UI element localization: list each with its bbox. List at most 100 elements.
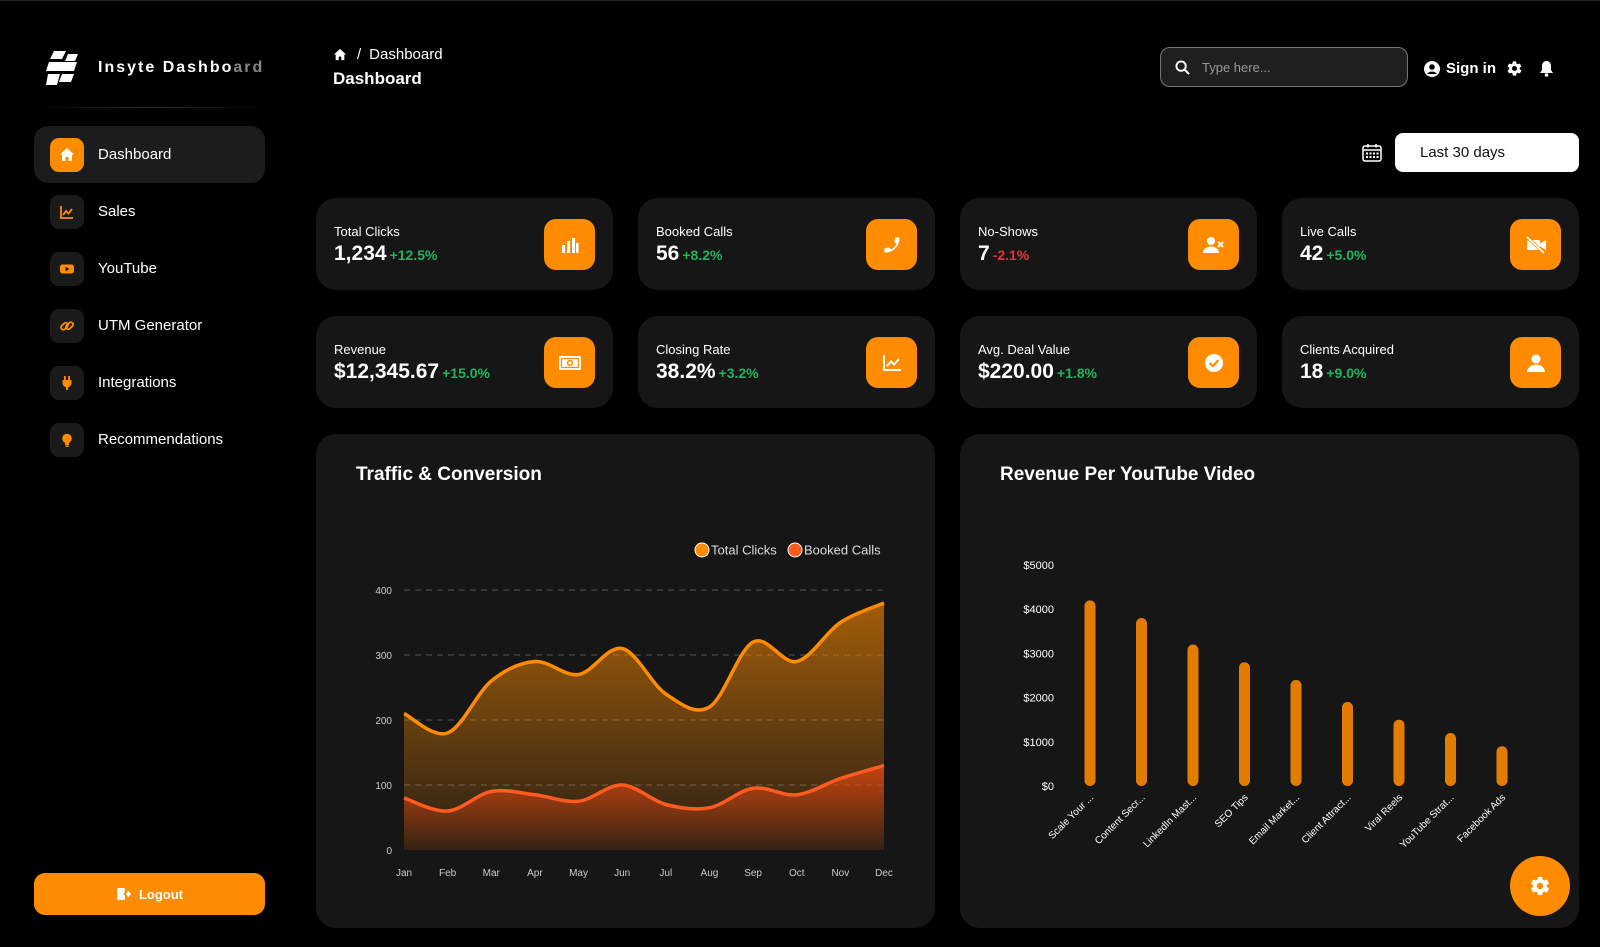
sidebar-item-label: Recommendations	[98, 431, 224, 448]
stat-change: +5.0%	[1326, 247, 1367, 263]
sidebar-item-sales[interactable]: Sales	[34, 183, 265, 240]
breadcrumb-separator: /	[357, 46, 362, 63]
logout-button[interactable]: Logout	[34, 873, 265, 915]
trend-icon	[866, 337, 917, 388]
home-icon[interactable]	[333, 48, 347, 61]
x-tick-label: Oct	[789, 868, 805, 879]
calendar-icon[interactable]	[1362, 143, 1382, 162]
brand-name: Insyte Dashboard	[98, 59, 265, 76]
bar[interactable]	[1393, 719, 1405, 786]
gear-icon	[1531, 876, 1549, 896]
gear-icon[interactable]	[1506, 60, 1523, 77]
x-tick-label: LinkedIn Mast...	[1141, 792, 1199, 850]
user-icon	[1510, 337, 1561, 388]
stat-card-live-calls[interactable]: Live Calls 42 +5.0%	[1282, 198, 1579, 290]
bar-chart-icon	[544, 219, 595, 270]
sidebar-item-dashboard[interactable]: Dashboard	[34, 126, 265, 183]
series-line	[403, 601, 885, 736]
stat-card-clients-acquired[interactable]: Clients Acquired 18 +9.0%	[1282, 316, 1579, 408]
chart-line-icon	[50, 194, 84, 229]
stat-change: +3.2%	[718, 365, 759, 381]
youtube-icon	[50, 251, 84, 286]
x-tick-label: Content Secr...	[1093, 792, 1148, 847]
date-range-select[interactable]: Last 30 days	[1395, 133, 1579, 172]
x-tick-label: SEO Tips	[1213, 792, 1251, 830]
sidebar-item-label: YouTube	[98, 260, 157, 277]
breadcrumb: / Dashboard	[333, 46, 443, 63]
x-tick-label: Apr	[527, 868, 543, 879]
settings-fab-button[interactable]	[1510, 856, 1570, 916]
bar[interactable]	[1445, 732, 1456, 786]
video-off-icon	[1510, 219, 1561, 270]
series-line	[403, 763, 885, 813]
sidebar-item-label: Dashboard	[98, 146, 172, 163]
legend-label: Total Clicks	[711, 543, 777, 558]
x-tick-label: Nov	[831, 868, 849, 879]
sign-in-button[interactable]: Sign in	[1424, 60, 1496, 77]
stat-card-avg-deal-value[interactable]: Avg. Deal Value $220.00 +1.8%	[960, 316, 1257, 408]
phone-icon	[866, 219, 917, 270]
search-input[interactable]	[1202, 59, 1392, 75]
legend-label: Booked Calls	[804, 543, 881, 558]
sidebar-nav: Dashboard Sales YouTube UTM Generator In…	[34, 126, 265, 468]
page-title: Dashboard	[333, 69, 422, 88]
x-tick-label: Scale Your ...	[1047, 792, 1096, 841]
bar[interactable]	[1084, 600, 1096, 786]
stat-change: -2.1%	[992, 247, 1030, 263]
stat-label: Revenue	[334, 342, 387, 357]
stat-card-revenue[interactable]: Revenue $12,345.67 +15.0%	[316, 316, 613, 408]
sidebar-item-utm-generator[interactable]: UTM Generator	[34, 297, 265, 354]
y-tick-label: $0	[1042, 781, 1054, 793]
bar[interactable]	[1136, 618, 1147, 786]
bar[interactable]	[1496, 746, 1508, 786]
x-tick-label: Viral Reels	[1363, 792, 1405, 834]
x-tick-label: Facebook Ads	[1456, 792, 1509, 845]
logout-label: Logout	[138, 886, 184, 902]
sidebar-item-label: Sales	[98, 203, 136, 220]
stat-value: $220.00	[978, 360, 1054, 383]
bar[interactable]	[1290, 679, 1302, 786]
y-tick-label: 100	[375, 781, 392, 792]
link-icon	[50, 308, 84, 343]
y-tick-label: 300	[375, 651, 392, 662]
y-tick-label: $3000	[1023, 648, 1054, 660]
brand[interactable]: Insyte Dashboard	[46, 51, 264, 85]
stat-card-total-clicks[interactable]: Total Clicks 1,234 +12.5%	[316, 198, 613, 290]
logo-icon	[46, 51, 78, 85]
y-tick-label: 200	[375, 716, 392, 727]
stat-value: $12,345.67	[334, 360, 440, 383]
stat-card-closing-rate[interactable]: Closing Rate 38.2% +3.2%	[638, 316, 935, 408]
x-tick-label: Sep	[744, 868, 762, 879]
stat-label: Closing Rate	[656, 342, 731, 357]
stat-value: 56	[656, 242, 680, 265]
bar[interactable]	[1342, 702, 1353, 786]
sidebar-item-recommendations[interactable]: Recommendations	[34, 411, 265, 468]
stat-card-booked-calls[interactable]: Booked Calls 56 +8.2%	[638, 198, 935, 290]
y-tick-label: $1000	[1023, 737, 1054, 749]
sidebar-item-integrations[interactable]: Integrations	[34, 354, 265, 411]
y-tick-label: $5000	[1023, 560, 1054, 572]
stat-change: +1.8%	[1056, 365, 1098, 381]
stat-change: +8.2%	[682, 247, 723, 263]
bell-icon[interactable]	[1539, 60, 1554, 77]
sidebar-item-youtube[interactable]: YouTube	[34, 240, 265, 297]
stat-label: Clients Acquired	[1300, 342, 1394, 357]
bar[interactable]	[1187, 644, 1199, 786]
lightbulb-icon	[50, 422, 84, 457]
user-x-icon	[1188, 219, 1239, 270]
sign-in-label: Sign in	[1446, 60, 1496, 77]
search-icon	[1175, 59, 1190, 75]
stat-card-no-shows[interactable]: No-Shows 7 -2.1%	[960, 198, 1257, 290]
stat-label: Total Clicks	[334, 224, 400, 239]
logout-icon	[116, 888, 131, 900]
x-tick-label: Client Attract...	[1300, 792, 1354, 846]
search-box[interactable]	[1160, 47, 1408, 87]
x-tick-label: Jan	[396, 868, 412, 879]
x-tick-label: Aug	[701, 868, 719, 879]
x-tick-label: YouTube Strat...	[1398, 792, 1456, 850]
stat-value: 1,234	[334, 242, 387, 265]
x-tick-label: Mar	[483, 868, 501, 879]
y-tick-label: $4000	[1023, 604, 1054, 616]
traffic-conversion-chart: 0 100 200 300 400 Jan Feb Mar Apr May Jun Jul Aug Sep…	[375, 542, 893, 879]
bar[interactable]	[1239, 662, 1250, 786]
